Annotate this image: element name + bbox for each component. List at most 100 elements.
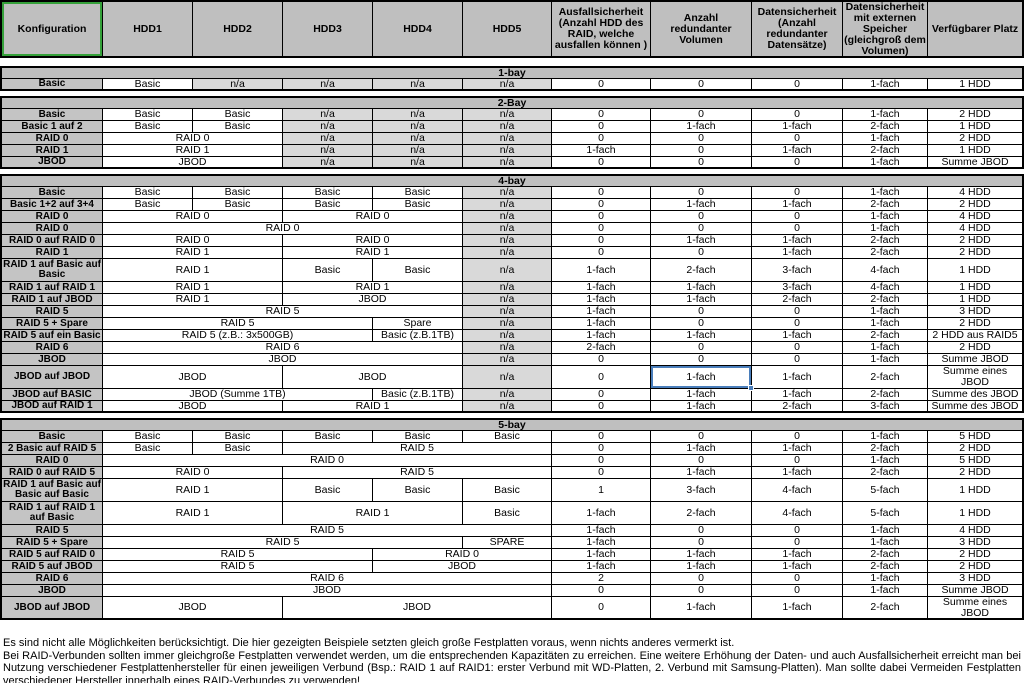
value-cell[interactable]: 0 (552, 597, 651, 620)
hdd-na-cell[interactable]: n/a (373, 157, 463, 169)
value-cell[interactable]: 0 (651, 342, 752, 354)
value-cell[interactable]: 1-fach (552, 537, 651, 549)
header-cell-konfiguration[interactable]: Konfiguration (0, 0, 103, 58)
hdd-cell[interactable]: RAID 0 (373, 549, 552, 561)
header-cell-hdd5[interactable]: HDD5 (463, 0, 552, 58)
value-cell[interactable]: 0 (552, 247, 651, 259)
value-cell[interactable]: 0 (651, 247, 752, 259)
value-cell[interactable]: 2-fach (843, 235, 928, 247)
value-cell[interactable]: 1-fach (843, 211, 928, 223)
hdd-cell[interactable]: Basic (283, 431, 373, 443)
value-cell[interactable]: 4-fach (752, 479, 843, 502)
hdd-na-cell[interactable]: n/a (283, 109, 373, 121)
hdd-cell[interactable]: Basic (373, 259, 463, 282)
value-cell[interactable]: 2-fach (843, 366, 928, 389)
value-cell[interactable]: 0 (752, 133, 843, 145)
hdd-na-cell[interactable]: n/a (463, 211, 552, 223)
value-cell[interactable]: 1-fach (843, 573, 928, 585)
value-cell[interactable]: 1-fach (651, 121, 752, 133)
hdd-cell[interactable]: RAID 0 (283, 211, 463, 223)
hdd-na-cell[interactable]: n/a (283, 157, 373, 169)
hdd-na-cell[interactable]: n/a (463, 342, 552, 354)
value-cell[interactable]: 1-fach (552, 502, 651, 525)
hdd-cell[interactable]: RAID 1 (103, 282, 283, 294)
hdd-cell[interactable]: Basic (193, 443, 283, 455)
value-cell[interactable]: 1 HDD (928, 79, 1024, 91)
value-cell[interactable]: 1-fach (651, 389, 752, 401)
value-cell[interactable]: 0 (552, 79, 651, 91)
header-cell-hdd1[interactable]: HDD1 (103, 0, 193, 58)
config-cell[interactable]: JBOD (0, 585, 103, 597)
hdd-cell[interactable]: Basic (103, 121, 193, 133)
value-cell[interactable]: 0 (552, 187, 651, 199)
value-cell[interactable]: 0 (651, 211, 752, 223)
value-cell[interactable]: 1-fach (752, 247, 843, 259)
hdd-cell[interactable]: Spare (373, 318, 463, 330)
hdd-cell[interactable]: Basic (463, 479, 552, 502)
value-cell[interactable]: 0 (552, 211, 651, 223)
value-cell[interactable]: 0 (552, 585, 651, 597)
value-cell[interactable]: 4 HDD (928, 223, 1024, 235)
value-cell[interactable]: 1-fach (752, 467, 843, 479)
value-cell[interactable]: 0 (752, 585, 843, 597)
hdd-na-cell[interactable]: n/a (283, 145, 373, 157)
value-cell[interactable]: 1-fach (651, 330, 752, 342)
value-cell[interactable]: 0 (552, 109, 651, 121)
hdd-cell[interactable]: RAID 0 (103, 211, 283, 223)
hdd-cell[interactable]: RAID 1 (283, 401, 463, 413)
hdd-cell[interactable]: JBOD (103, 157, 283, 169)
hdd-cell[interactable]: JBOD (283, 294, 463, 306)
hdd-cell[interactable]: Basic (103, 79, 193, 91)
config-cell[interactable]: RAID 5 (0, 525, 103, 537)
value-cell[interactable]: 2 HDD (928, 443, 1024, 455)
value-cell[interactable]: 0 (752, 306, 843, 318)
hdd-na-cell[interactable]: n/a (373, 145, 463, 157)
value-cell[interactable]: 0 (651, 431, 752, 443)
value-cell[interactable]: 0 (752, 318, 843, 330)
value-cell[interactable]: 0 (752, 431, 843, 443)
value-cell[interactable]: Summe des JBOD (928, 401, 1024, 413)
hdd-cell[interactable]: Basic (463, 502, 552, 525)
config-cell[interactable]: RAID 0 (0, 211, 103, 223)
value-cell[interactable]: 1-fach (752, 330, 843, 342)
hdd-cell[interactable]: JBOD (103, 585, 552, 597)
value-cell[interactable]: 0 (651, 133, 752, 145)
hdd-cell[interactable]: RAID 1 (103, 294, 283, 306)
hdd-cell[interactable]: JBOD (103, 354, 463, 366)
section-band-1-bay[interactable]: 1-bay (0, 66, 1024, 79)
header-cell-verfuegbarer-platz[interactable]: Verfügbarer Platz (928, 0, 1024, 58)
hdd-cell[interactable]: Basic (103, 199, 193, 211)
value-cell[interactable]: 2-fach (843, 597, 928, 620)
value-cell[interactable]: 3-fach (752, 282, 843, 294)
value-cell[interactable]: 0 (552, 366, 651, 389)
value-cell[interactable]: 2 HDD (928, 561, 1024, 573)
hdd-cell[interactable]: RAID 5 (103, 549, 373, 561)
value-cell[interactable]: 0 (651, 525, 752, 537)
hdd-na-cell[interactable]: n/a (373, 109, 463, 121)
value-cell[interactable]: 0 (651, 318, 752, 330)
config-cell[interactable]: JBOD (0, 354, 103, 366)
value-cell[interactable]: 3-fach (651, 479, 752, 502)
value-cell[interactable]: 3 HDD (928, 537, 1024, 549)
hdd-cell[interactable]: RAID 6 (103, 342, 463, 354)
value-cell[interactable]: 4 HDD (928, 525, 1024, 537)
config-cell[interactable]: RAID 1 auf RAID 1 (0, 282, 103, 294)
value-cell[interactable]: 1-fach (752, 199, 843, 211)
value-cell[interactable]: 1-fach (843, 455, 928, 467)
config-cell[interactable]: Basic (0, 431, 103, 443)
value-cell[interactable]: 5-fach (843, 502, 928, 525)
value-cell[interactable]: 2-fach (651, 259, 752, 282)
config-cell[interactable]: RAID 0 auf RAID 0 (0, 235, 103, 247)
value-cell[interactable]: 2-fach (843, 199, 928, 211)
config-cell[interactable]: Basic (0, 109, 103, 121)
value-cell[interactable]: Summe eines JBOD (928, 597, 1024, 620)
value-cell[interactable]: 2 HDD (928, 133, 1024, 145)
value-cell[interactable]: 1-fach (552, 306, 651, 318)
hdd-na-cell[interactable]: n/a (463, 259, 552, 282)
hdd-na-cell[interactable]: n/a (463, 306, 552, 318)
hdd-na-cell[interactable]: n/a (463, 187, 552, 199)
hdd-cell[interactable]: RAID 1 (283, 247, 463, 259)
hdd-cell[interactable]: RAID 6 (103, 573, 552, 585)
config-cell[interactable]: RAID 0 (0, 455, 103, 467)
hdd-cell[interactable]: JBOD (103, 366, 283, 389)
